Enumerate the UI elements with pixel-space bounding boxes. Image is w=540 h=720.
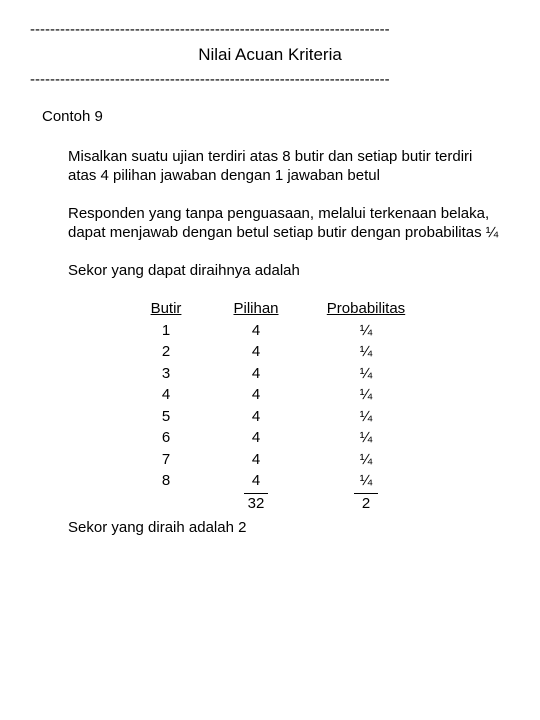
cell-butir: 5 (126, 406, 206, 428)
table-row: 64¼ (126, 427, 426, 449)
table-row: 44¼ (126, 384, 426, 406)
table-row: 24¼ (126, 341, 426, 363)
cell-butir: 4 (126, 384, 206, 406)
total-pilihan: 32 (206, 492, 306, 515)
section-label: Contoh 9 (42, 107, 510, 127)
cell-prob: ¼ (306, 320, 426, 342)
final-statement: Sekor yang diraih adalah 2 (68, 518, 510, 538)
table-row: 74¼ (126, 449, 426, 471)
cell-butir: 1 (126, 320, 206, 342)
paragraph-1: Misalkan suatu ujian terdiri atas 8 buti… (68, 147, 500, 186)
cell-prob: ¼ (306, 427, 426, 449)
cell-pilihan: 4 (206, 449, 306, 471)
cell-prob: ¼ (306, 363, 426, 385)
cell-pilihan: 4 (206, 470, 306, 492)
cell-pilihan: 4 (206, 320, 306, 342)
table-row: 34¼ (126, 363, 426, 385)
page-title: Nilai Acuan Kriteria (30, 40, 510, 70)
cell-butir: 7 (126, 449, 206, 471)
paragraph-3: Sekor yang dapat diraihnya adalah (68, 261, 500, 281)
cell-prob: ¼ (306, 449, 426, 471)
total-prob: 2 (306, 492, 426, 515)
cell-pilihan: 4 (206, 384, 306, 406)
header-prob: Probabilitas (306, 298, 426, 320)
cell-butir: 2 (126, 341, 206, 363)
cell-pilihan: 4 (206, 341, 306, 363)
bottom-divider: ----------------------------------------… (30, 70, 510, 90)
cell-prob: ¼ (306, 384, 426, 406)
cell-butir: 8 (126, 470, 206, 492)
cell-pilihan: 4 (206, 406, 306, 428)
table-header-row: Butir Pilihan Probabilitas (126, 298, 426, 320)
top-divider: ----------------------------------------… (30, 20, 510, 40)
cell-butir: 6 (126, 427, 206, 449)
document-page: ----------------------------------------… (0, 0, 540, 548)
table-row: 14¼ (126, 320, 426, 342)
cell-butir: 3 (126, 363, 206, 385)
table-row: 54¼ (126, 406, 426, 428)
cell-prob: ¼ (306, 406, 426, 428)
body-text: Misalkan suatu ujian terdiri atas 8 buti… (68, 147, 500, 515)
cell-pilihan: 4 (206, 363, 306, 385)
header-pilihan: Pilihan (206, 298, 306, 320)
table-total-row: 32 2 (126, 492, 426, 515)
paragraph-2: Responden yang tanpa penguasaan, melalui… (68, 204, 500, 243)
cell-pilihan: 4 (206, 427, 306, 449)
cell-prob: ¼ (306, 341, 426, 363)
probability-table: Butir Pilihan Probabilitas 14¼24¼34¼44¼5… (126, 298, 500, 514)
table-row: 84¼ (126, 470, 426, 492)
cell-prob: ¼ (306, 470, 426, 492)
header-butir: Butir (126, 298, 206, 320)
